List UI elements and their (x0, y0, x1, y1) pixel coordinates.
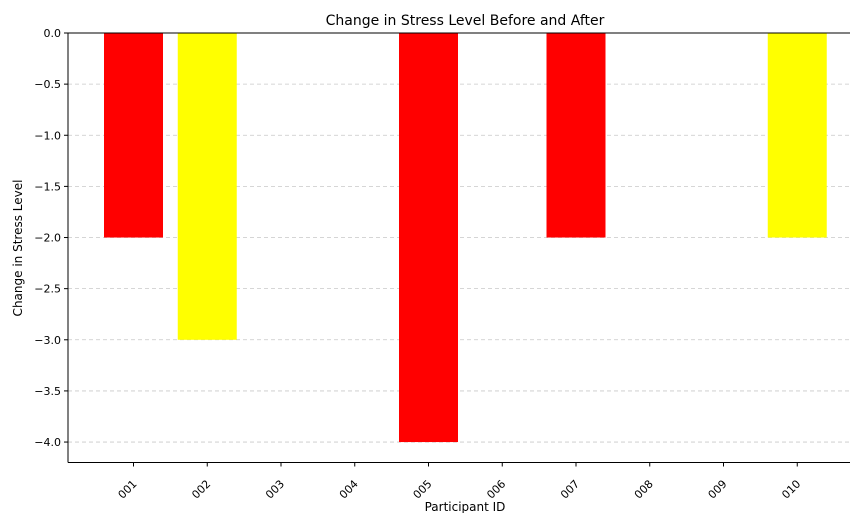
x-tick-label: 003 (263, 477, 287, 501)
y-axis-label: Change in Stress Level (11, 180, 25, 317)
y-tick-label: −2.5 (34, 283, 61, 296)
y-ticks: 0.0 −0.5 −1.0 −1.5 −2.0 −2.5 −3.0 −3.5 −4.0 (34, 27, 68, 449)
y-tick-label: −1.0 (34, 129, 61, 142)
x-tick-label: 004 (337, 477, 361, 501)
x-tick-label: 008 (632, 477, 656, 501)
y-tick-label: −2.0 (34, 232, 61, 245)
x-tick-label: 006 (484, 477, 508, 501)
y-tick-label: −0.5 (34, 78, 61, 91)
bar-005 (399, 33, 458, 443)
y-tick-label: −3.0 (34, 334, 61, 347)
y-tick-label: −3.5 (34, 385, 61, 398)
x-tick-label: 009 (706, 477, 730, 501)
bar-007 (546, 33, 606, 238)
bars (104, 33, 827, 443)
x-ticks: 001 002 003 004 005 006 007 008 009 010 (116, 462, 803, 501)
bar-001 (104, 33, 163, 238)
bar-002 (177, 33, 237, 340)
y-tick-label: −4.0 (34, 436, 61, 449)
x-tick-label: 001 (116, 477, 140, 501)
chart-title: Change in Stress Level Before and After (326, 13, 605, 29)
x-tick-label: 007 (558, 477, 582, 501)
x-axis-label: Participant ID (425, 500, 506, 513)
y-tick-label: −1.5 (34, 180, 61, 193)
x-tick-label: 010 (779, 477, 803, 501)
y-tick-label: 0.0 (44, 27, 62, 40)
bar-010 (767, 33, 827, 238)
x-tick-label: 005 (411, 477, 435, 501)
x-tick-label: 002 (189, 477, 213, 501)
